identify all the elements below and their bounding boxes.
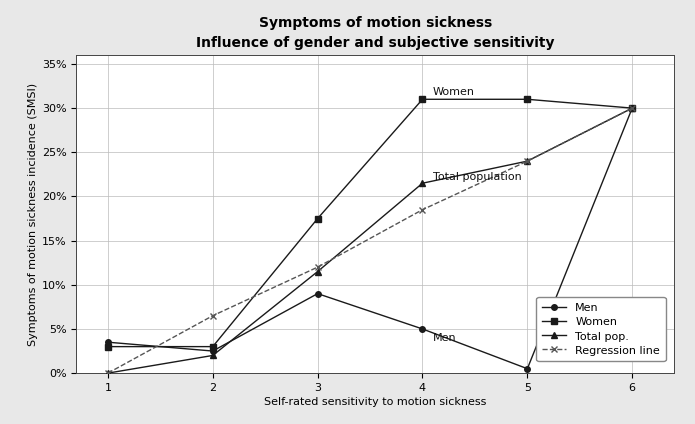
Line: Regression line: Regression line [104,105,636,377]
Women [313,216,322,221]
Regression line [208,313,217,318]
Total pop. [313,269,322,274]
Regression line [523,159,532,164]
Total pop. [418,181,427,186]
Legend: Men, Women, Total pop., Regression line: Men, Women, Total pop., Regression line [537,297,666,361]
Women [418,97,427,102]
Women [628,106,637,111]
Title: Symptoms of motion sickness
Influence of gender and subjective sensitivity: Symptoms of motion sickness Influence of… [196,16,555,50]
Men [523,366,532,371]
Total pop. [628,106,637,111]
Text: Men: Men [433,333,457,343]
Y-axis label: Symptoms of motion sickness incidence (SMSI): Symptoms of motion sickness incidence (S… [28,83,38,346]
Regression line [313,265,322,270]
Women [208,344,217,349]
Regression line [628,106,637,111]
Line: Men: Men [105,105,635,371]
Total pop. [104,371,112,376]
Regression line [104,371,112,376]
Men [208,349,217,354]
Women [523,97,532,102]
Women [104,344,112,349]
Men [628,106,637,111]
Line: Women: Women [105,97,635,349]
Men [313,291,322,296]
Men [418,326,427,332]
X-axis label: Self-rated sensitivity to motion sickness: Self-rated sensitivity to motion sicknes… [264,397,486,407]
Men [104,340,112,345]
Total pop. [208,353,217,358]
Text: Total population: Total population [433,172,522,182]
Total pop. [523,159,532,164]
Text: Women: Women [433,87,475,97]
Regression line [418,207,427,212]
Line: Total pop.: Total pop. [105,105,635,376]
